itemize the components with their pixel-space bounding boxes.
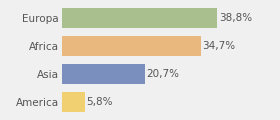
Bar [62,8,218,28]
Text: 34,7%: 34,7% [203,41,236,51]
Text: 38,8%: 38,8% [219,13,252,23]
Bar [62,36,201,56]
Bar [62,64,145,84]
Text: 20,7%: 20,7% [146,69,179,79]
Bar [62,92,85,112]
Text: 5,8%: 5,8% [87,97,113,107]
